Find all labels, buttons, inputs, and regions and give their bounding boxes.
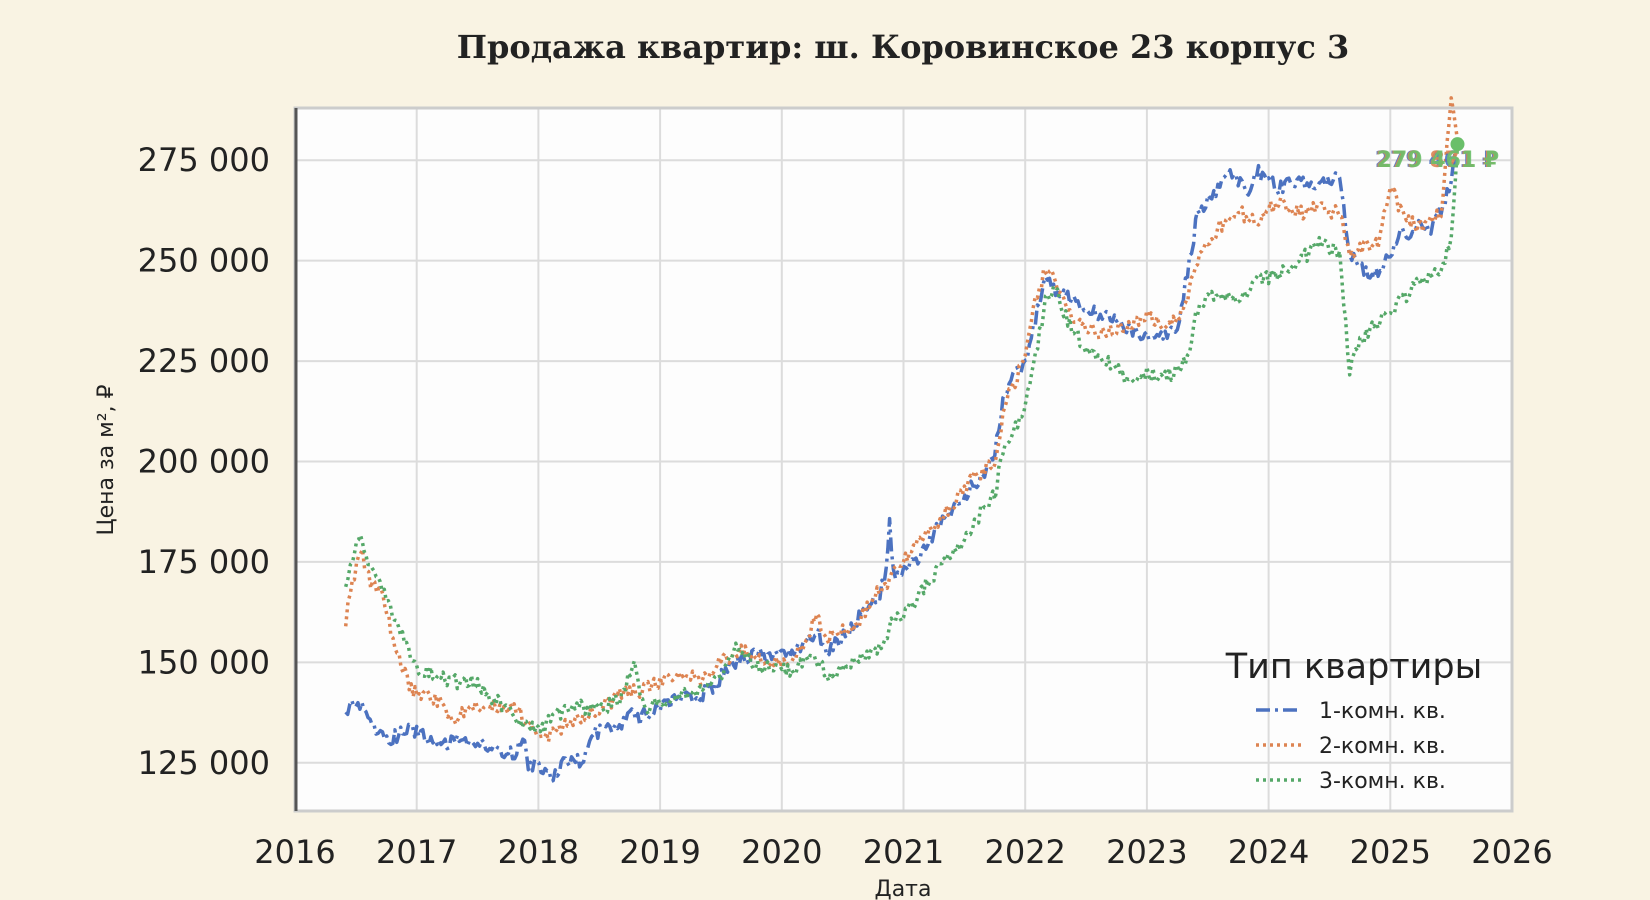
- x-tick-label: 2021: [863, 833, 944, 871]
- x-tick-label: 2026: [1471, 833, 1552, 871]
- x-tick-label: 2019: [619, 833, 700, 871]
- x-tick-label: 2022: [984, 833, 1065, 871]
- x-tick-label: 2024: [1228, 833, 1309, 871]
- x-axis-label: Дата: [875, 877, 932, 900]
- end-labels: 279 461 ₽279 871 ₽279 461 ₽: [1375, 148, 1499, 173]
- legend-title: Тип квартиры: [1225, 647, 1483, 687]
- y-tick-label: 225 000: [138, 342, 270, 380]
- x-tick-label: 2020: [741, 833, 822, 871]
- x-tick-label: 2016: [254, 833, 335, 871]
- y-axis-label: Цена за м², ₽: [94, 384, 119, 535]
- x-tick-label: 2025: [1350, 833, 1431, 871]
- x-tick-label: 2023: [1106, 833, 1187, 871]
- y-tick-label: 125 000: [138, 744, 270, 782]
- y-tick-label: 250 000: [138, 242, 270, 280]
- y-tick-labels: 125 000 150 000 175 000 200 000 225 000 250 0…: [138, 141, 270, 782]
- chart-title: Продажа квартир: ш. Коровинское 23 корпу…: [457, 28, 1350, 66]
- y-tick-label: 175 000: [138, 543, 270, 581]
- x-tick-labels: 2016 2017 2018 2019 2020 2021 2022 2023 2024 2025…: [254, 833, 1552, 871]
- y-tick-label: 200 000: [138, 443, 270, 481]
- y-tick-label: 150 000: [138, 643, 270, 681]
- end-value-label: 279 461 ₽: [1377, 148, 1499, 173]
- y-tick-label: 275 000: [138, 141, 270, 179]
- x-tick-label: 2017: [376, 833, 457, 871]
- x-tick-label: 2018: [498, 833, 579, 871]
- legend-label-2: 2-комн. кв.: [1319, 734, 1446, 759]
- legend-label-3: 3-комн. кв.: [1319, 769, 1446, 794]
- legend-label-1: 1-комн. кв.: [1319, 699, 1446, 724]
